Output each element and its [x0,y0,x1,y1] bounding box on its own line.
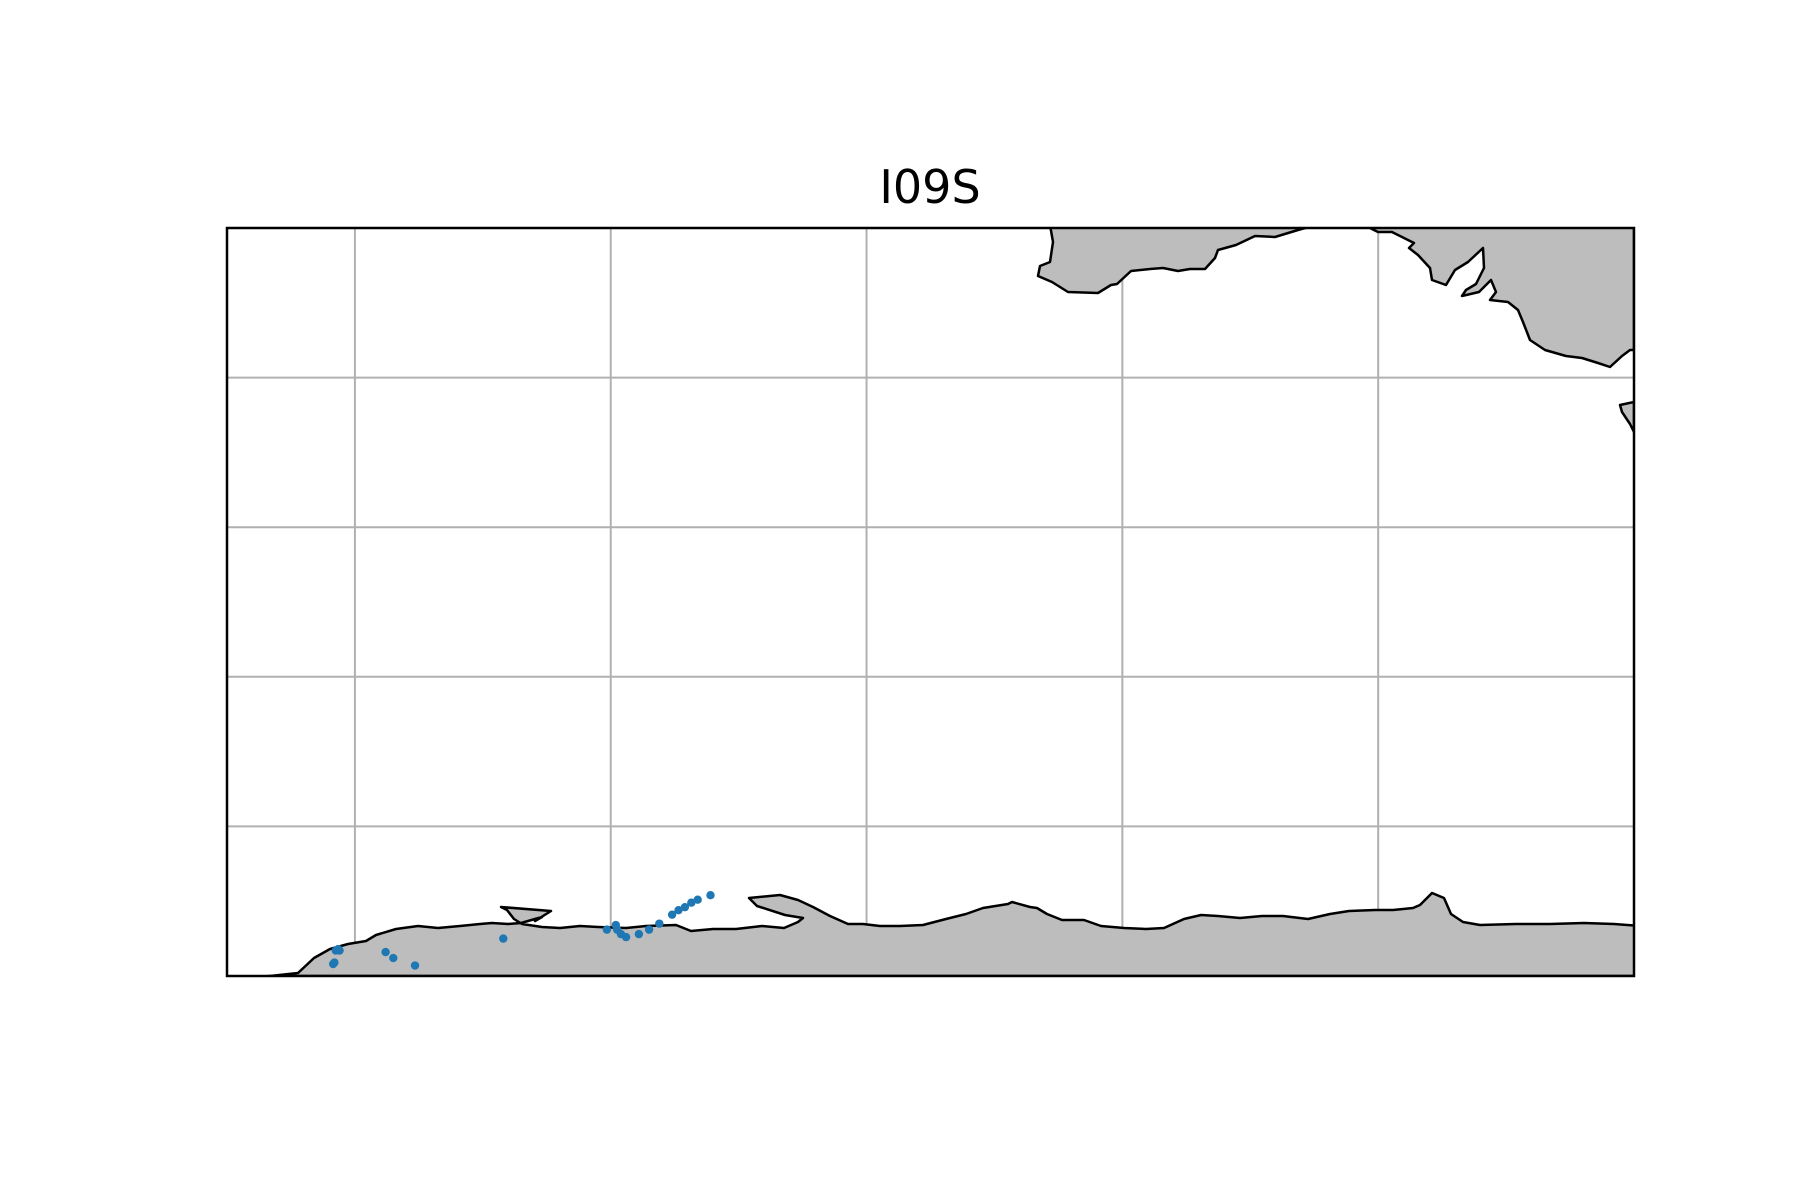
station-point [621,932,631,942]
station-point [381,947,390,957]
station-point [499,934,508,943]
station-point [655,919,664,928]
station-point [680,902,690,912]
station-point [687,898,696,907]
station-point [634,929,644,939]
station-markers [328,891,715,970]
map-background [227,228,1634,976]
station-point [330,958,339,967]
station-point [706,891,715,900]
station-point [389,953,398,963]
station-point [667,910,677,919]
station-point [674,905,683,915]
station-point [644,925,654,934]
station-point [410,961,420,970]
map-title: I09S [879,160,980,214]
station-point [335,946,344,955]
map-frame [225,226,1636,978]
tasmania-land [1618,400,1634,434]
station-point [602,925,612,934]
station-point [693,895,702,904]
antarctica-land [268,891,1634,976]
graticule [227,228,1634,976]
australia-land [1036,228,1634,369]
